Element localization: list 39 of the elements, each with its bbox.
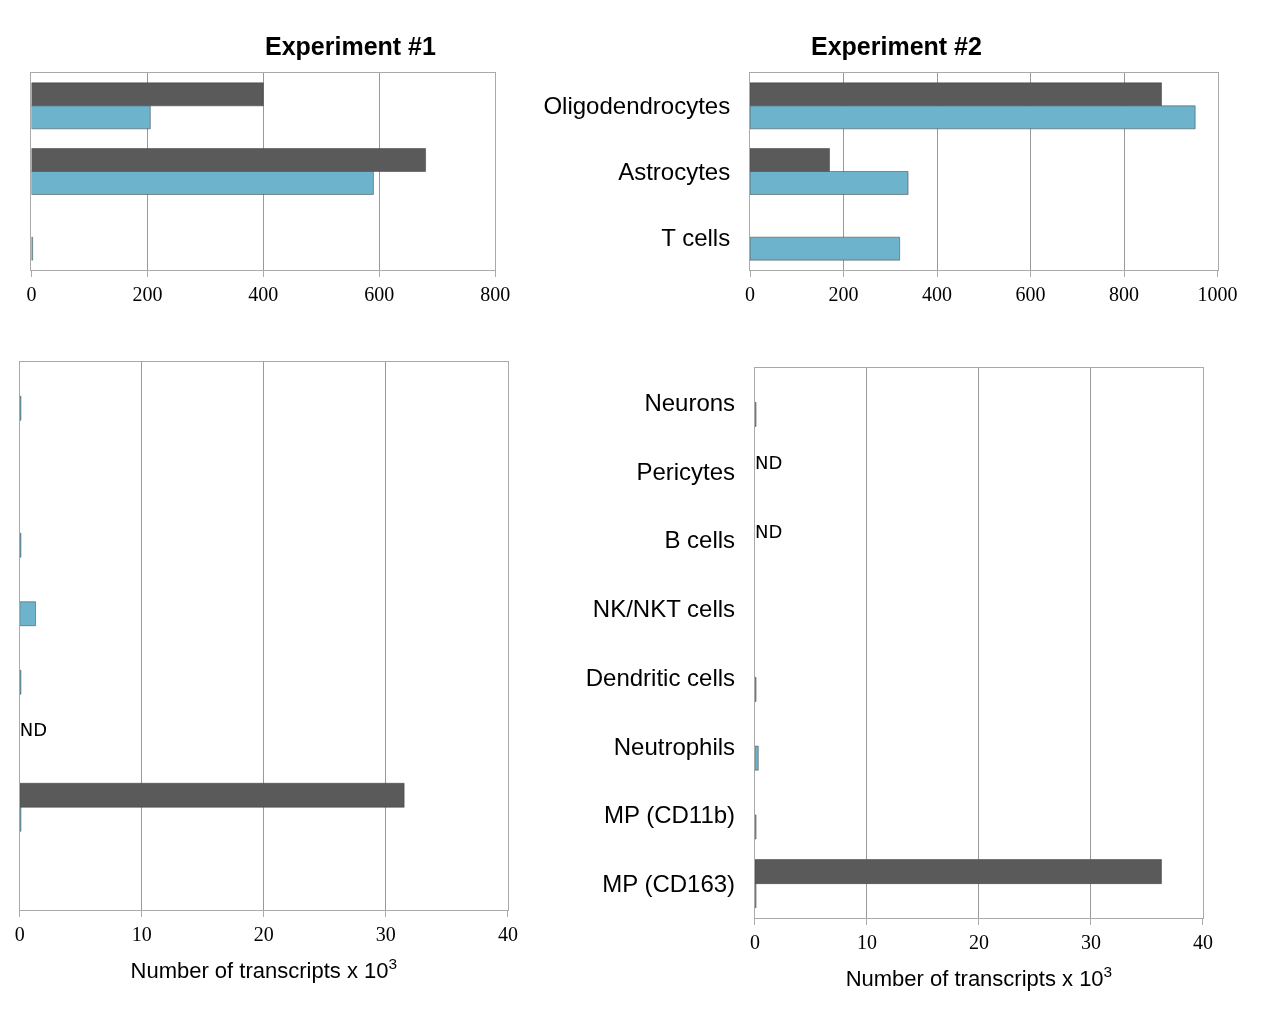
y-tick-label: Neutrophils bbox=[613, 732, 736, 760]
x-tick-label: 600 bbox=[1015, 283, 1046, 305]
x-tick-label: 400 bbox=[922, 283, 953, 305]
x-axis-title: Number of transcripts x 10$^{3}$ bbox=[845, 962, 1113, 991]
text: ND bbox=[754, 520, 783, 542]
y-tick-label: T cells bbox=[661, 223, 731, 251]
x-tick-label: 0 bbox=[745, 283, 756, 305]
y-tick-label: Neurons bbox=[644, 388, 736, 416]
x-tick-label: 400 bbox=[248, 283, 279, 305]
text: ND bbox=[19, 719, 48, 741]
y-tick-label: MP (CD163) bbox=[602, 870, 736, 898]
y-tick-label: Astrocytes bbox=[618, 157, 731, 185]
x-tick-label: 10 bbox=[131, 923, 152, 945]
x-tick-label: 200 bbox=[828, 283, 859, 305]
x-tick-label: 40 bbox=[1192, 931, 1213, 953]
y-tick-label: Oligodendrocytes bbox=[543, 92, 731, 120]
x-tick-label: 10 bbox=[856, 931, 877, 953]
x-tick-label: 800 bbox=[1109, 283, 1140, 305]
y-tick-label: Pericytes bbox=[636, 457, 736, 485]
x-tick-label: 30 bbox=[375, 923, 396, 945]
x-tick-label: 30 bbox=[1080, 931, 1101, 953]
x-tick-label: 20 bbox=[968, 931, 989, 953]
chart-title: Experiment #2 bbox=[811, 32, 982, 60]
x-tick-label: 800 bbox=[480, 283, 511, 305]
x-tick-label: 0 bbox=[26, 283, 37, 305]
x-tick-label: 1000 bbox=[1197, 283, 1238, 305]
x-tick-label: 200 bbox=[132, 283, 163, 305]
chart-title: Experiment #1 bbox=[265, 32, 437, 60]
text: ND bbox=[754, 451, 783, 473]
x-tick-label: 600 bbox=[364, 283, 395, 305]
x-tick-label: 0 bbox=[14, 923, 25, 945]
y-tick-label: MP (CD11b) bbox=[603, 801, 736, 829]
y-tick-label: NK/NKT cells bbox=[592, 595, 736, 623]
y-tick-label: Dendritic cells bbox=[585, 663, 736, 691]
x-tick-label: 0 bbox=[749, 931, 760, 953]
x-axis-title: Number of transcripts x 10$^{3}$ bbox=[130, 954, 398, 983]
y-tick-label: B cells bbox=[664, 526, 736, 554]
x-tick-label: 40 bbox=[497, 923, 518, 945]
x-tick-label: 20 bbox=[253, 923, 274, 945]
